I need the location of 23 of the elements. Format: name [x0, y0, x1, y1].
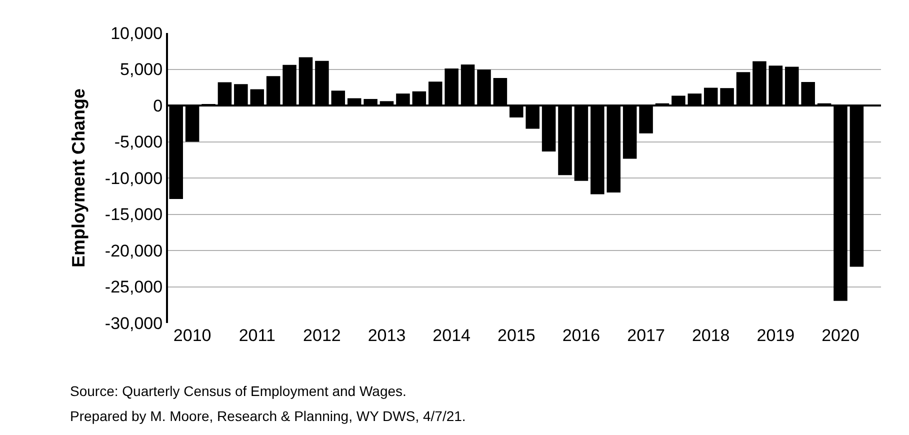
x-tick-label: 2019 — [756, 326, 795, 345]
x-tick-label: 2016 — [562, 326, 600, 345]
x-tick-label: 2011 — [238, 326, 276, 345]
y-tick-label: 5,000 — [120, 60, 163, 80]
x-tick-label: 2014 — [432, 326, 470, 345]
y-axis-title: Employment Change — [68, 88, 89, 268]
x-tick-label: 2018 — [692, 326, 730, 345]
y-tick-label: -25,000 — [104, 278, 163, 297]
y-tick-label: -15,000 — [104, 205, 163, 224]
x-tick-label: 2012 — [303, 326, 341, 345]
y-tick-label: -20,000 — [104, 241, 163, 260]
y-tick-label: -5,000 — [114, 132, 163, 152]
text: Prepared by M. Moore, Research & Planning, WY DWS, 4/7/21. — [70, 408, 466, 424]
x-tick-label: 2017 — [627, 326, 665, 345]
x-tick-label: 2010 — [173, 326, 212, 345]
x-tick-label: 2013 — [368, 326, 406, 345]
x-tick-label: 2015 — [497, 326, 536, 345]
y-tick-label: -10,000 — [104, 168, 163, 188]
y-tick-label: 10,000 — [110, 24, 163, 43]
source-note: Source: Quarterly Census of Employment and Wages. — [70, 383, 406, 399]
y-tick-label: -30,000 — [104, 314, 163, 333]
y-tick-label: 0 — [153, 96, 163, 116]
x-tick-label: 2020 — [822, 326, 860, 345]
